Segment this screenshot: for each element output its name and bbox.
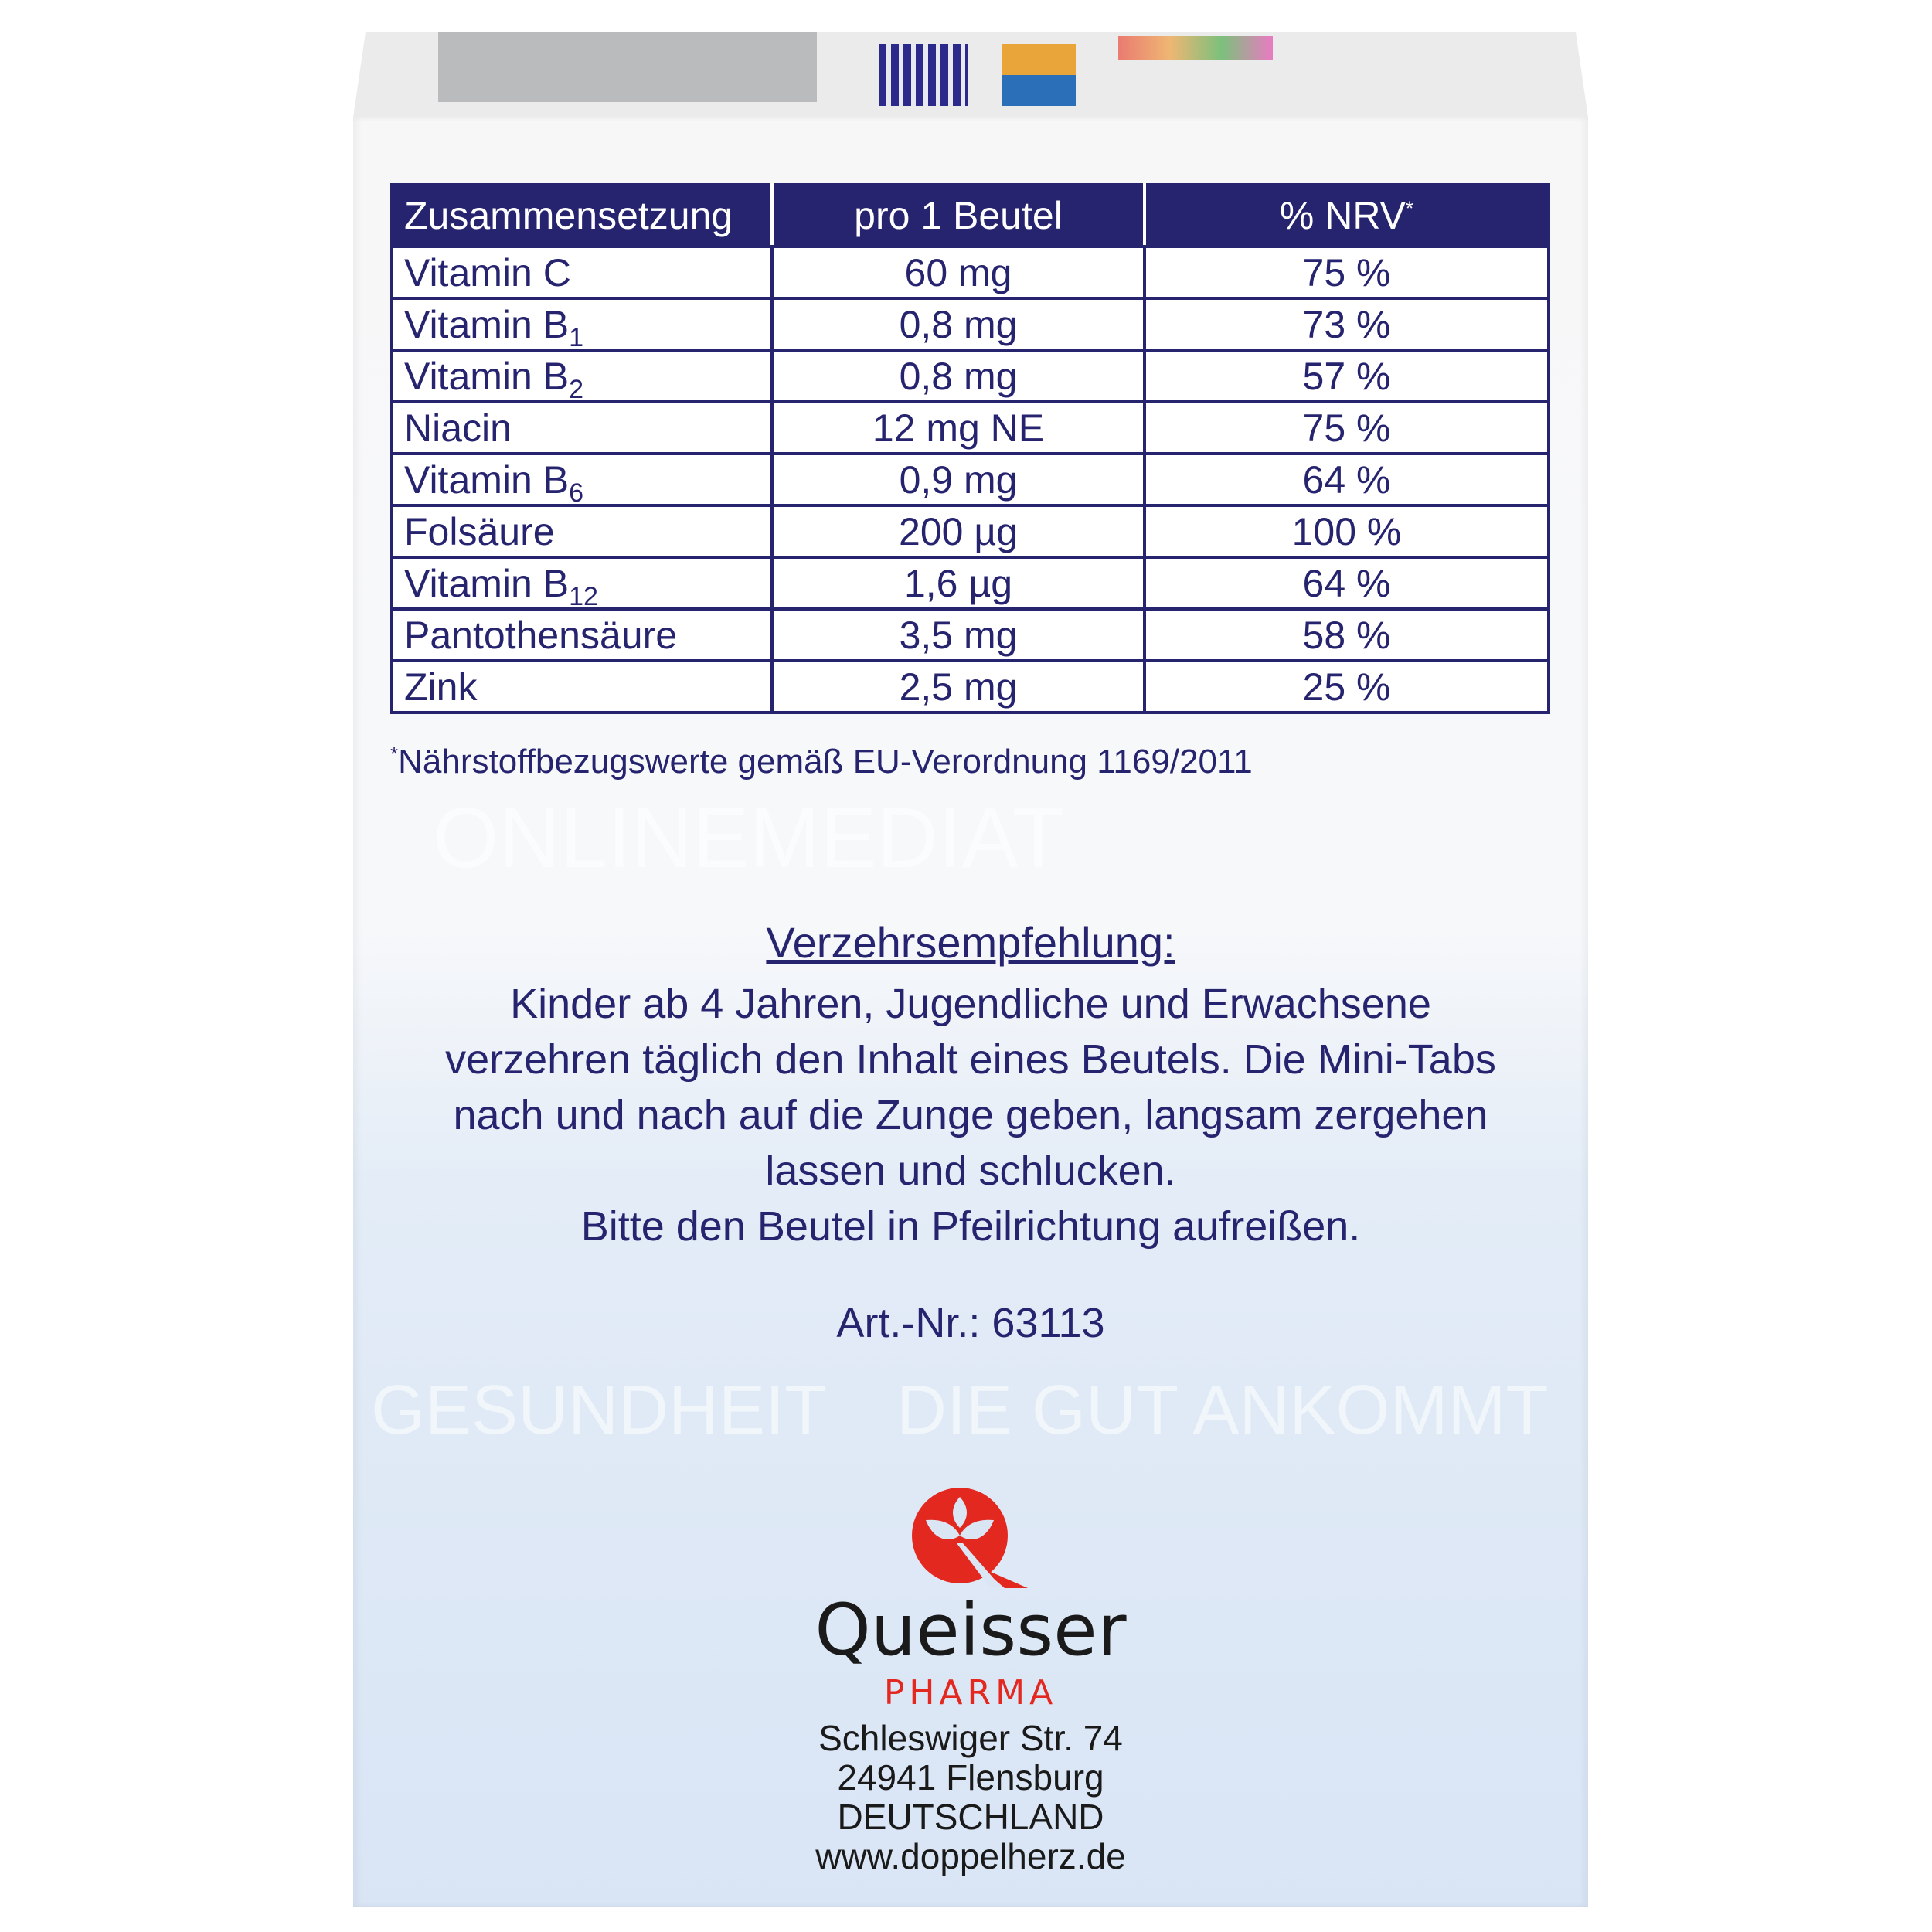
watermark-line: ONLINEMEDIAT <box>433 791 1064 886</box>
table-row: Vitamin C 60 mg 75 % <box>390 245 1550 300</box>
watermark-line: DIE GUT ANKOMMT <box>896 1372 1549 1449</box>
nutrient-nrv: 57 % <box>1143 349 1550 403</box>
nutrient-name: Vitamin C <box>390 245 774 300</box>
queisser-logo-icon <box>912 1488 1028 1588</box>
nutrient-amount: 0,8 mg <box>770 297 1146 352</box>
nutrient-name: Folsäure <box>390 504 774 559</box>
nutrient-name: Zink <box>390 659 774 714</box>
nutrient-nrv: 75 % <box>1143 400 1550 455</box>
top-face-label-panel <box>438 32 817 102</box>
nutrient-name: Vitamin B1 <box>390 297 774 352</box>
article-number: Art.-Nr.: 63113 <box>836 1300 1105 1346</box>
column-header-composition: Zusammensetzung <box>390 183 774 248</box>
nutrient-name: Pantothensäure <box>390 607 774 662</box>
website-link[interactable]: www.doppelherz.de <box>815 1836 1126 1876</box>
nutrient-nrv: 100 % <box>1143 504 1550 559</box>
nutrient-name: Vitamin B6 <box>390 452 774 507</box>
table-row: Vitamin B12 1,6 µg 64 % <box>390 556 1550 611</box>
nutrient-nrv: 64 % <box>1143 452 1550 507</box>
nutrient-nrv: 25 % <box>1143 659 1550 714</box>
table-row: Folsäure 200 µg 100 % <box>390 504 1550 559</box>
recommendation-text: Kinder ab 4 Jahren, Jugendliche und Erwa… <box>445 981 1496 1250</box>
nutrient-amount: 12 mg NE <box>770 400 1146 455</box>
table-row: Vitamin B2 0,8 mg 57 % <box>390 349 1550 403</box>
nutrient-name: Niacin <box>390 400 774 455</box>
nutrient-name: Vitamin B2 <box>390 349 774 403</box>
nutrient-amount: 2,5 mg <box>770 659 1146 714</box>
nutrient-amount: 3,5 mg <box>770 607 1146 662</box>
nutrient-amount: 200 µg <box>770 504 1146 559</box>
table-row: Vitamin B1 0,8 mg 73 % <box>390 297 1550 352</box>
nutrient-nrv: 64 % <box>1143 556 1550 611</box>
nutrient-amount: 0,9 mg <box>770 452 1146 507</box>
footnote: *Nährstoffbezugswerte gemäß EU-Verordnun… <box>390 742 1253 781</box>
nutrition-table: Zusammensetzung pro 1 Beutel % NRV* Vita… <box>390 183 1550 714</box>
column-header-nrv: % NRV* <box>1143 183 1550 248</box>
top-face-print-multi <box>1002 44 1076 106</box>
nutrient-amount: 60 mg <box>770 245 1146 300</box>
address: Schleswiger Str. 74 24941 Flensburg DEUT… <box>353 1719 1588 1876</box>
table-row: Zink 2,5 mg 25 % <box>390 659 1550 714</box>
nutrient-amount: 0,8 mg <box>770 349 1146 403</box>
brand-sub: PHARMA <box>883 1673 1058 1713</box>
nutrient-amount: 1,6 µg <box>770 556 1146 611</box>
top-face-print-color <box>1118 36 1273 60</box>
table-row: Vitamin B6 0,9 mg 64 % <box>390 452 1550 507</box>
box-top-face <box>353 32 1588 117</box>
table-row: Pantothensäure 3,5 mg 58 % <box>390 607 1550 662</box>
watermark-line: GESUNDHEIT <box>371 1372 828 1449</box>
nutrient-nrv: 75 % <box>1143 245 1550 300</box>
table-header-row: Zusammensetzung pro 1 Beutel % NRV* <box>390 183 1550 248</box>
brand-name: Queisser <box>815 1589 1127 1672</box>
nutrient-nrv: 73 % <box>1143 297 1550 352</box>
nutrient-name: Vitamin B12 <box>390 556 774 611</box>
column-header-amount: pro 1 Beutel <box>770 183 1146 248</box>
recommendation-heading: Verzehrsempfehlung: <box>766 918 1175 967</box>
table-row: Niacin 12 mg NE 75 % <box>390 400 1550 455</box>
nutrient-nrv: 58 % <box>1143 607 1550 662</box>
top-face-print-blue <box>879 44 968 106</box>
